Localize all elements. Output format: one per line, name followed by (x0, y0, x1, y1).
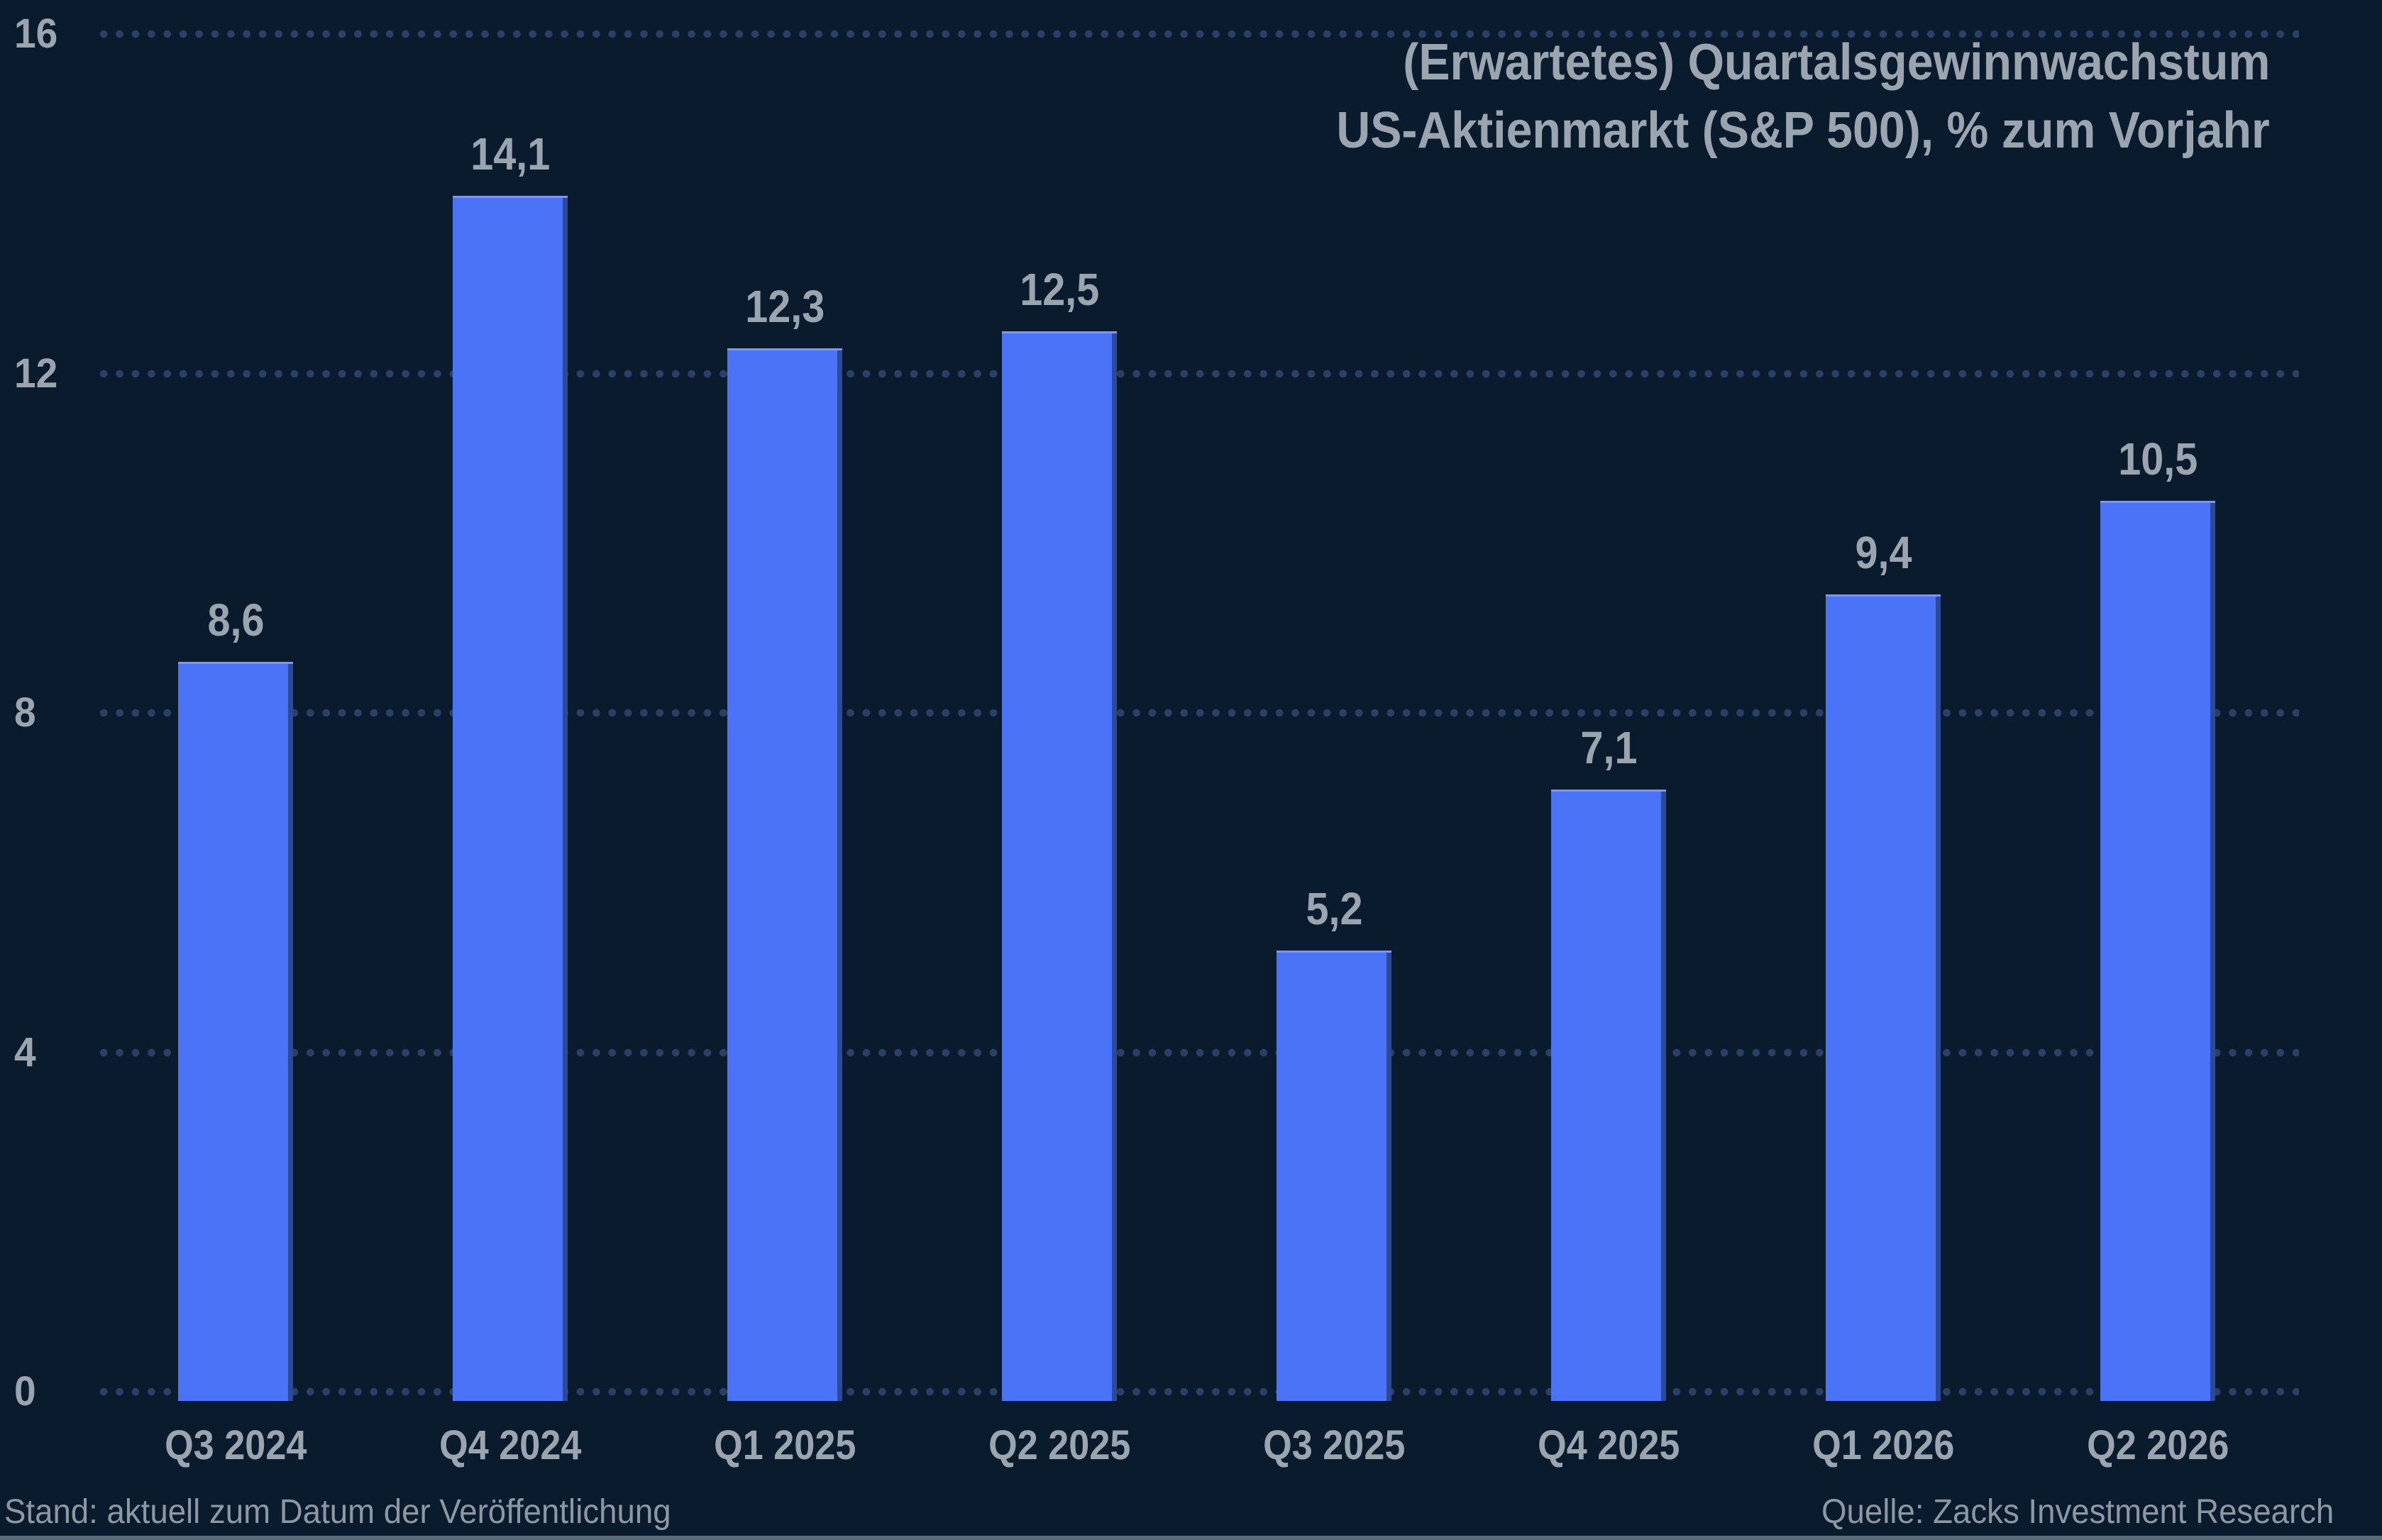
source-note: Quelle: Zacks Investment Research (1821, 1493, 2334, 1531)
bar-value-text: 12,5 (1019, 264, 1100, 315)
bar-value-text: 14,1 (470, 128, 551, 179)
bar-value-text: 12,3 (744, 280, 825, 332)
chart-title-line1: (Erwartetes) Quartalsgewinnwachstum (1402, 34, 2270, 91)
bar-q4-2024 (453, 195, 568, 1401)
bar-value-text: 10,5 (2117, 433, 2198, 485)
bar-q1-2026 (1826, 594, 1941, 1401)
bar-value-label: 5,2 (1121, 881, 1547, 936)
y-axis-tick-text: 8 (14, 689, 36, 736)
chart-title: (Erwartetes) Quartalsgewinnwachstum US-A… (1255, 28, 2270, 165)
x-axis-category-text: Q1 2025 (713, 1422, 856, 1468)
y-axis-tick-text: 4 (14, 1029, 36, 1075)
bar-value-text: 8,6 (206, 594, 265, 646)
bar-q4-2025 (1551, 789, 1666, 1401)
bar-value-label: 10,5 (1945, 431, 2371, 487)
bar-value-label: 12,3 (572, 279, 998, 334)
bar-q3-2024 (178, 662, 293, 1401)
y-axis-tick-text: 16 (14, 11, 58, 57)
x-axis-category-text: Q4 2024 (439, 1422, 582, 1468)
gridline-y0 (96, 1387, 2299, 1396)
x-axis-category-text: Q1 2026 (1812, 1422, 1955, 1468)
y-axis-tick-label: 8 (14, 686, 170, 740)
bar-q2-2025 (1002, 331, 1117, 1401)
x-axis-category-label: Q2 2025 (847, 1420, 1272, 1471)
x-axis-category-text: Q3 2025 (1262, 1422, 1406, 1468)
y-axis-tick-label: 12 (14, 347, 170, 401)
x-axis-category-label: Q4 2025 (1396, 1420, 1821, 1471)
bar-value-text: 7,1 (1579, 721, 1638, 773)
x-axis-category-label: Q2 2026 (1945, 1420, 2371, 1471)
bottom-rule (0, 1536, 2382, 1540)
y-axis-tick-text: 12 (14, 350, 58, 397)
y-axis-tick-text: 0 (14, 1368, 36, 1414)
x-axis-category-text: Q4 2025 (1537, 1422, 1680, 1468)
gridline-y8 (96, 709, 2299, 718)
gridline-y16 (96, 30, 2299, 39)
gridline-y12 (96, 369, 2299, 378)
x-axis-category-label: Q3 2024 (23, 1420, 448, 1471)
bar-value-label: 7,1 (1396, 720, 1821, 775)
gridline-y4 (96, 1048, 2299, 1057)
x-axis-category-label: Q1 2026 (1670, 1420, 2096, 1471)
x-axis-category-label: Q4 2024 (297, 1420, 723, 1471)
x-axis-category-text: Q3 2024 (164, 1422, 307, 1468)
bar-value-text: 9,4 (1854, 526, 1912, 578)
bar-q2-2026 (2100, 501, 2215, 1401)
bar-value-text: 5,2 (1305, 883, 1363, 935)
bar-q1-2025 (727, 348, 842, 1401)
y-axis-tick-label: 16 (14, 7, 170, 61)
chart-title-line2: US-Aktienmarkt (S&P 500), % zum Vorjahr (1336, 102, 2270, 159)
x-axis-category-text: Q2 2025 (988, 1422, 1131, 1468)
y-axis-tick-label: 0 (14, 1365, 170, 1419)
bar-q3-2025 (1277, 951, 1391, 1401)
bar-value-label: 8,6 (23, 592, 448, 648)
bar-value-label: 14,1 (297, 126, 723, 182)
x-axis-category-text: Q2 2026 (2086, 1422, 2229, 1468)
x-axis-category-label: Q3 2025 (1121, 1420, 1547, 1471)
y-axis-tick-label: 4 (14, 1026, 170, 1080)
x-axis-category-label: Q1 2025 (572, 1420, 998, 1471)
bar-value-label: 12,5 (847, 262, 1272, 317)
status-note: Stand: aktuell zum Datum der Veröffentli… (4, 1493, 671, 1531)
bar-value-label: 9,4 (1670, 525, 2096, 580)
